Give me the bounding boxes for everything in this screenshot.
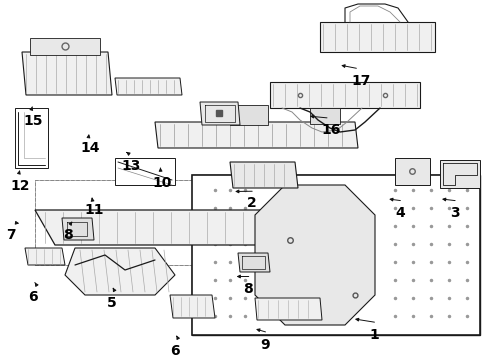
Text: 6: 6 [170, 344, 180, 358]
Polygon shape [155, 122, 357, 148]
Polygon shape [319, 22, 434, 52]
Polygon shape [30, 38, 100, 55]
Text: 11: 11 [84, 203, 103, 217]
Text: 4: 4 [394, 206, 404, 220]
Polygon shape [65, 248, 175, 295]
Polygon shape [439, 160, 479, 188]
Polygon shape [62, 218, 94, 240]
Polygon shape [254, 185, 374, 325]
Bar [35, 180, 195, 265]
Polygon shape [35, 180, 195, 265]
Polygon shape [394, 158, 429, 185]
Text: 5: 5 [106, 296, 116, 310]
Polygon shape [379, 180, 477, 330]
Polygon shape [254, 298, 321, 320]
Polygon shape [200, 102, 240, 125]
Polygon shape [229, 105, 267, 125]
Text: 17: 17 [350, 74, 370, 88]
Text: 3: 3 [449, 206, 459, 220]
Text: 13: 13 [121, 159, 141, 173]
Text: 6: 6 [28, 290, 38, 304]
Text: 1: 1 [368, 328, 378, 342]
Text: 14: 14 [81, 141, 100, 155]
Polygon shape [25, 248, 65, 265]
Text: 8: 8 [243, 282, 253, 296]
Polygon shape [238, 253, 269, 272]
Polygon shape [170, 295, 215, 318]
Polygon shape [35, 210, 369, 245]
Polygon shape [192, 175, 479, 335]
Polygon shape [192, 175, 479, 335]
Text: 16: 16 [321, 123, 341, 137]
Text: 9: 9 [260, 338, 269, 352]
Polygon shape [192, 180, 309, 330]
Polygon shape [309, 108, 339, 124]
Polygon shape [115, 78, 182, 95]
Text: 12: 12 [11, 179, 30, 193]
Polygon shape [15, 108, 48, 168]
Text: 2: 2 [246, 196, 256, 210]
Text: 10: 10 [152, 176, 172, 190]
Text: 15: 15 [23, 114, 43, 129]
Polygon shape [115, 158, 175, 185]
Text: 8: 8 [63, 228, 73, 242]
Polygon shape [269, 82, 419, 108]
Polygon shape [22, 52, 112, 95]
Polygon shape [229, 162, 297, 188]
Text: 7: 7 [6, 228, 16, 242]
